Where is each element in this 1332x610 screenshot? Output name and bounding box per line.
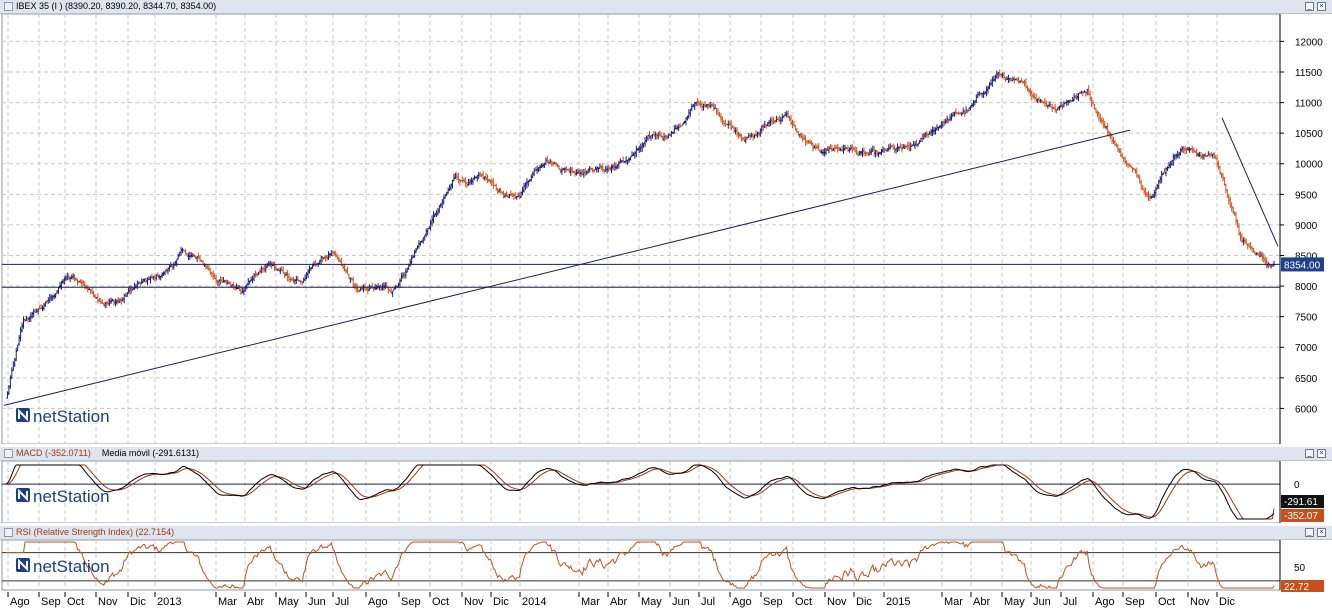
main-pane-title: IBEX 35 (I ) (8390.20, 8390.20, 8344.70,… (16, 1, 217, 11)
macd-line (5, 464, 1275, 520)
x-tick-label: Jun (308, 596, 326, 608)
x-tick-label: Mar (218, 596, 237, 608)
macd-signal-line (5, 464, 1275, 520)
x-tick-label: Ago (732, 596, 752, 608)
x-tick-label: Jun (672, 596, 690, 608)
macd-title: MACD (-352.0711) (16, 448, 91, 458)
macd-label: -352.07 (1284, 511, 1318, 522)
y-tick-label: 8000 (1295, 282, 1318, 293)
x-tick-label: Nov (464, 596, 484, 608)
close-icon[interactable]: × (1317, 449, 1326, 458)
y-tick-label: 7000 (1295, 343, 1318, 354)
price-chart[interactable]: 6000 6500 7000 7500 8000 8500 9000 9500 10000 105… (0, 14, 1332, 444)
x-tick-label: Sep (1125, 596, 1145, 608)
netstation-logo: netStation (16, 557, 110, 576)
x-tick-label: Mar (581, 596, 600, 608)
minimize-icon[interactable]: _ (1305, 528, 1314, 537)
macd-label-box (1281, 509, 1324, 522)
x-tick-label: Ago (1095, 596, 1115, 608)
rsi-label: 22.72 (1284, 582, 1309, 593)
rsi-plot-area (1, 540, 1281, 591)
x-tick-label: Nov (1190, 596, 1210, 608)
y-tick-label: 10500 (1295, 129, 1323, 140)
y-tick-label: 9500 (1295, 190, 1318, 201)
y-tick-label: 11000 (1295, 99, 1323, 110)
y-tick-label: 6000 (1295, 404, 1318, 415)
main-pane-titlebar: IBEX 35 (I ) (8390.20, 8390.20, 8344.70,… (0, 0, 1332, 14)
x-tick-label: Jul (1063, 596, 1077, 608)
rsi-chart[interactable]: 50 22.72 netStation Ago Sep Oct Nov Dic 2013 Mar A… (0, 540, 1332, 610)
price-plot-area (1, 14, 1281, 444)
x-tick-label: Dic (1219, 596, 1235, 608)
x-tick-label: Sep (401, 596, 421, 608)
x-tick-label: May (641, 596, 662, 608)
trendline (1221, 117, 1279, 247)
x-tick-label: 2015 (886, 596, 910, 608)
x-tick-label: May (278, 596, 299, 608)
x-tick-label: Sep (41, 596, 61, 608)
netstation-logo-text: netStation (33, 557, 110, 576)
minimize-icon[interactable]: _ (1305, 449, 1314, 458)
price-label: 8354.00 (1284, 260, 1321, 271)
x-tick-label: Oct (1158, 596, 1175, 608)
y-tick-label: 9000 (1295, 221, 1318, 232)
pane-menu-icon[interactable] (4, 2, 13, 11)
price-label-box (1281, 257, 1324, 272)
y-tick-label: 10000 (1295, 160, 1323, 171)
x-tick-label: Nov (98, 596, 118, 608)
x-tick-label: Oct (67, 596, 84, 608)
rsi-title: RSI (Relative Strength Index) (22.7154) (16, 527, 175, 537)
rsi-pane-titlebar: RSI (Relative Strength Index) (22.7154) … (0, 526, 1332, 540)
macd-plot-area (1, 461, 1281, 523)
macd-ma-label: -291.61 (1284, 497, 1318, 508)
x-tick-label: May (1004, 596, 1025, 608)
x-tick-label: Dic (856, 596, 872, 608)
x-tick-label: 2014 (522, 596, 546, 608)
x-tick-label: Abr (610, 596, 627, 608)
y-tick-label: 8500 (1295, 251, 1318, 262)
macd-ma-title: Media móvil (-291.6131) (101, 448, 199, 458)
macd-ma-label-box (1281, 495, 1324, 508)
x-tick-label: Jun (1033, 596, 1051, 608)
x-tick-label: Ago (368, 596, 388, 608)
close-icon[interactable]: × (1317, 528, 1326, 537)
macd-chart[interactable]: 0 -291.61 -352.07 netStation (0, 461, 1332, 523)
rsi-tick-label: 50 (1294, 563, 1306, 574)
netstation-logo-text: netStation (33, 407, 110, 426)
x-tick-label: Sep (763, 596, 783, 608)
netstation-logo-mark (18, 488, 28, 502)
x-tick-label: 2013 (157, 596, 181, 608)
macd-zero-label: 0 (1294, 480, 1300, 491)
x-tick-label: Ago (10, 596, 30, 608)
x-tick-label: Dic (130, 596, 146, 608)
minimize-icon[interactable]: _ (1305, 2, 1314, 11)
netstation-logo-mark (18, 558, 28, 572)
y-tick-label: 6500 (1295, 374, 1318, 385)
netstation-logo: netStation (16, 407, 110, 426)
pane-menu-icon[interactable] (4, 528, 13, 537)
netstation-logo: netStation (16, 487, 110, 506)
rsi-label-box (1281, 580, 1324, 593)
x-tick-label: Oct (795, 596, 812, 608)
y-tick-label: 12000 (1295, 37, 1323, 48)
x-tick-label: Jul (701, 596, 715, 608)
y-tick-label: 11500 (1295, 68, 1323, 79)
y-tick-label: 7500 (1295, 313, 1318, 324)
netstation-logo-text: netStation (33, 487, 110, 506)
macd-pane-titlebar: MACD (-352.0711) Media móvil (-291.6131)… (0, 447, 1332, 461)
x-tick-label: Dic (493, 596, 509, 608)
pane-menu-icon[interactable] (4, 449, 13, 458)
x-tick-label: Abr (247, 596, 264, 608)
x-tick-label: Mar (944, 596, 963, 608)
close-icon[interactable]: × (1317, 2, 1326, 11)
x-tick-label: Jul (335, 596, 349, 608)
rsi-line (6, 541, 1275, 589)
x-tick-label: Oct (432, 596, 449, 608)
netstation-logo-mark (18, 408, 28, 422)
trendline (3, 129, 1131, 406)
x-tick-label: Abr (973, 596, 990, 608)
x-tick-label: Nov (827, 596, 847, 608)
